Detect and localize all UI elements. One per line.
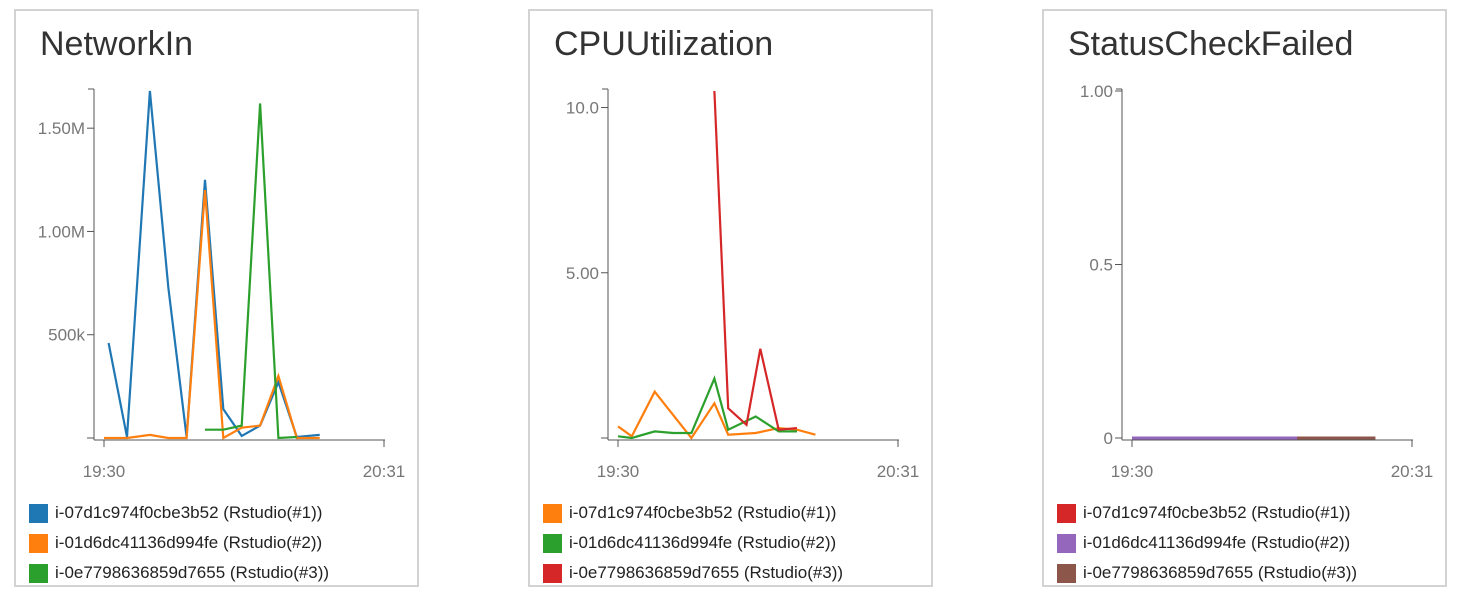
legend-label: i-0e7798636859d7655 (Rstudio(#3)) [569,563,844,582]
legend-label: i-07d1c974f0cbe3b52 (Rstudio(#1)) [569,503,837,522]
y-tick-label: 1.00 [1080,82,1113,101]
legend-swatch [1057,563,1076,583]
chart-title: StatusCheckFailed [1068,25,1354,63]
legend-item[interactable]: i-0e7798636859d7655 (Rstudio(#3)) [543,558,843,588]
plot-area: 5.00 10.0 19:30 20:31 [566,88,920,481]
legend-swatch [29,533,48,553]
y-tick-label: 0 [1104,429,1113,448]
x-tick-label: 20:31 [877,462,920,481]
series-line [205,103,297,440]
y-tick-label: 1.00M [38,222,85,241]
legend-swatch [543,563,562,583]
legend-item[interactable]: i-0e7798636859d7655 (Rstudio(#3)) [1057,558,1357,588]
series-line [617,375,797,440]
legend-label: i-01d6dc41136d994fe (Rstudio(#2)) [569,533,837,552]
legend-swatch [29,563,48,583]
legend-label: i-01d6dc41136d994fe (Rstudio(#2)) [55,533,323,552]
legend: i-07d1c974f0cbe3b52 (Rstudio(#1)) i-01d6d… [543,498,843,588]
legend-swatch [543,533,562,553]
y-tick-label: 500k [48,326,85,345]
legend-item[interactable]: i-0e7798636859d7655 (Rstudio(#3)) [29,558,329,588]
y-tick-label: 1.50M [38,119,85,138]
series-line [104,190,320,440]
legend-swatch [543,503,562,523]
y-tick-label: 5.00 [566,264,599,283]
legend-item[interactable]: i-07d1c974f0cbe3b52 (Rstudio(#1)) [29,498,329,528]
y-tick-label: 0.5 [1089,256,1113,275]
legend-label: i-0e7798636859d7655 (Rstudio(#3)) [55,563,330,582]
x-tick-label: 20:31 [1391,462,1434,481]
legend-label: i-0e7798636859d7655 (Rstudio(#3)) [1083,563,1358,582]
legend-item[interactable]: i-01d6dc41136d994fe (Rstudio(#2)) [543,528,843,558]
chart-panel-cpuutilization: CPUUtilization 5.00 10.0 19:30 20:31 i-07d1… [528,9,933,587]
legend-item[interactable]: i-07d1c974f0cbe3b52 (Rstudio(#1)) [1057,498,1357,528]
legend-item[interactable]: i-01d6dc41136d994fe (Rstudio(#2)) [1057,528,1357,558]
plot-area: 500k 1.00M 1.50M 19:30 20:31 [38,88,406,481]
legend-label: i-07d1c974f0cbe3b52 (Rstudio(#1)) [55,503,323,522]
chart-panel-networkin: NetworkIn 500k 1.00M 1.50M 19:30 20:31 i-07d… [14,9,419,587]
series-line [107,90,320,439]
legend-item[interactable]: i-07d1c974f0cbe3b52 (Rstudio(#1)) [543,498,843,528]
legend-swatch [29,503,48,523]
x-tick-label: 19:30 [83,462,126,481]
legend: i-07d1c974f0cbe3b52 (Rstudio(#1)) i-01d6d… [29,498,329,588]
legend: i-07d1c974f0cbe3b52 (Rstudio(#1)) i-01d6d… [1057,498,1357,588]
y-tick-label: 10.0 [566,99,599,118]
legend-swatch [1057,503,1076,523]
x-tick-label: 20:31 [363,462,406,481]
chart-title: CPUUtilization [554,25,774,63]
chart-title: NetworkIn [40,25,194,63]
x-tick-label: 19:30 [1111,462,1154,481]
chart-panel-statuscheckfailed: StatusCheckFailed 0 0.5 1.00 19:30 20:31 i-0… [1042,9,1447,587]
legend-label: i-01d6dc41136d994fe (Rstudio(#2)) [1083,533,1351,552]
legend-label: i-07d1c974f0cbe3b52 (Rstudio(#1)) [1083,503,1351,522]
x-tick-label: 19:30 [597,462,640,481]
legend-swatch [1057,533,1076,553]
legend-item[interactable]: i-01d6dc41136d994fe (Rstudio(#2)) [29,528,329,558]
series-line [713,90,798,431]
plot-area: 0 0.5 1.00 19:30 20:31 [1080,82,1434,481]
